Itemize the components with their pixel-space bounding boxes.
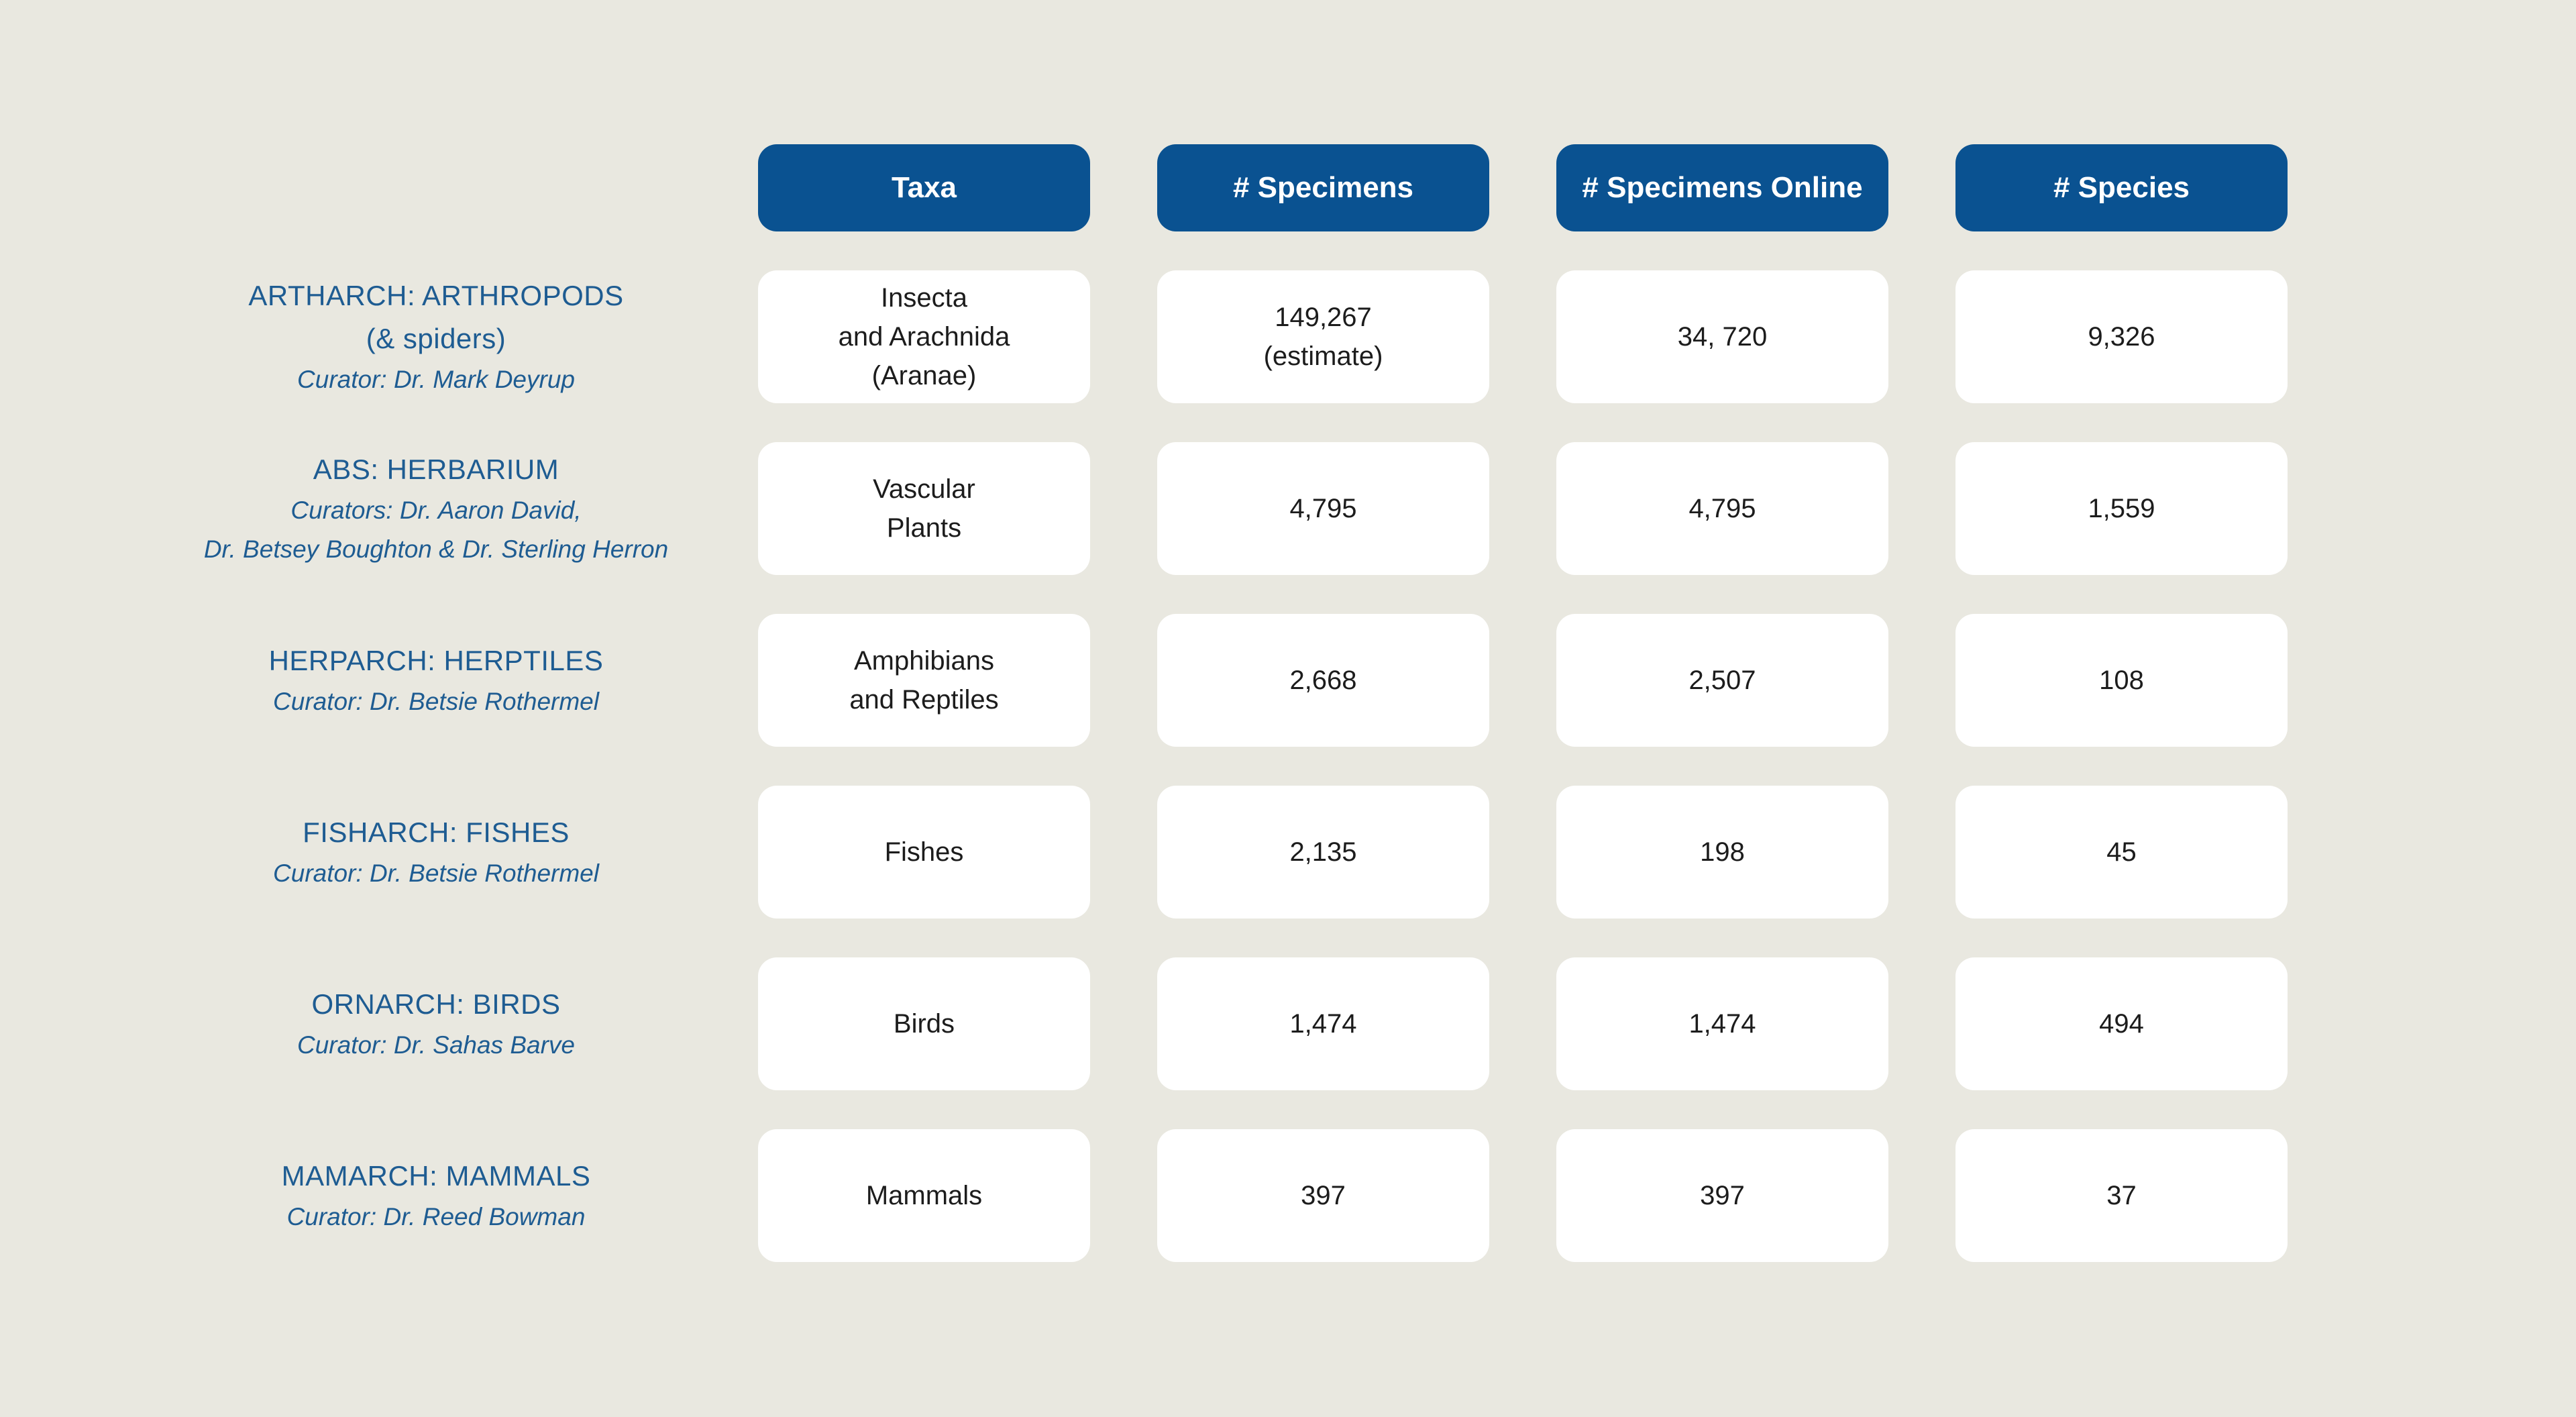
specimens-cell: 2,668	[1157, 614, 1489, 747]
taxa-cell: Birds	[758, 957, 1090, 1090]
collections-table: Taxa # Specimens # Specimens Online # Sp…	[181, 144, 2288, 1262]
curator-note: Curator: Dr. Betsie Rothermel	[273, 688, 599, 715]
row-label-mamarch: MAMARCH: MAMMALS Curator: Dr. Reed Bowma…	[181, 1129, 691, 1262]
collection-name: FISHARCH: FISHES	[303, 817, 570, 848]
specimens-online-cell: 2,507	[1556, 614, 1888, 747]
collection-name: ARTHARCH: ARTHROPODS (& spiders)	[248, 280, 624, 354]
curator-note: Curators: Dr. Aaron David, Dr. Betsey Bo…	[203, 496, 669, 563]
collection-name: ABS: HERBARIUM	[313, 454, 559, 485]
row-label-ornarch: ORNARCH: BIRDS Curator: Dr. Sahas Barve	[181, 957, 691, 1090]
row-label-artharch: ARTHARCH: ARTHROPODS (& spiders) Curator…	[181, 270, 691, 403]
table-corner-spacer	[181, 144, 691, 231]
taxa-cell: Fishes	[758, 786, 1090, 919]
row-label-fisharch: FISHARCH: FISHES Curator: Dr. Betsie Rot…	[181, 786, 691, 919]
collection-name: MAMARCH: MAMMALS	[281, 1160, 591, 1192]
species-cell: 1,559	[1955, 442, 2288, 575]
species-cell: 108	[1955, 614, 2288, 747]
collection-name: ORNARCH: BIRDS	[311, 988, 561, 1020]
taxa-cell: Mammals	[758, 1129, 1090, 1262]
column-header-specimens: # Specimens	[1157, 144, 1489, 231]
curator-note: Curator: Dr. Mark Deyrup	[297, 366, 575, 393]
column-header-taxa: Taxa	[758, 144, 1090, 231]
taxa-cell: Amphibians and Reptiles	[758, 614, 1090, 747]
specimens-online-cell: 397	[1556, 1129, 1888, 1262]
specimens-online-cell: 1,474	[1556, 957, 1888, 1090]
specimens-online-cell: 198	[1556, 786, 1888, 919]
species-cell: 494	[1955, 957, 2288, 1090]
specimens-cell: 4,795	[1157, 442, 1489, 575]
specimens-cell: 149,267 (estimate)	[1157, 270, 1489, 403]
curator-note: Curator: Dr. Reed Bowman	[286, 1203, 586, 1230]
curator-note: Curator: Dr. Sahas Barve	[297, 1031, 575, 1059]
row-label-abs: ABS: HERBARIUM Curators: Dr. Aaron David…	[181, 442, 691, 575]
species-cell: 37	[1955, 1129, 2288, 1262]
specimens-cell: 397	[1157, 1129, 1489, 1262]
row-label-herparch: HERPARCH: HERPTILES Curator: Dr. Betsie …	[181, 614, 691, 747]
column-header-specimens-online: # Specimens Online	[1556, 144, 1888, 231]
collection-name: HERPARCH: HERPTILES	[268, 645, 604, 676]
curator-note: Curator: Dr. Betsie Rothermel	[273, 859, 599, 887]
specimens-cell: 2,135	[1157, 786, 1489, 919]
taxa-cell: Vascular Plants	[758, 442, 1090, 575]
specimens-online-cell: 4,795	[1556, 442, 1888, 575]
specimens-online-cell: 34, 720	[1556, 270, 1888, 403]
column-header-species: # Species	[1955, 144, 2288, 231]
taxa-cell: Insecta and Arachnida (Aranae)	[758, 270, 1090, 403]
species-cell: 45	[1955, 786, 2288, 919]
specimens-cell: 1,474	[1157, 957, 1489, 1090]
species-cell: 9,326	[1955, 270, 2288, 403]
